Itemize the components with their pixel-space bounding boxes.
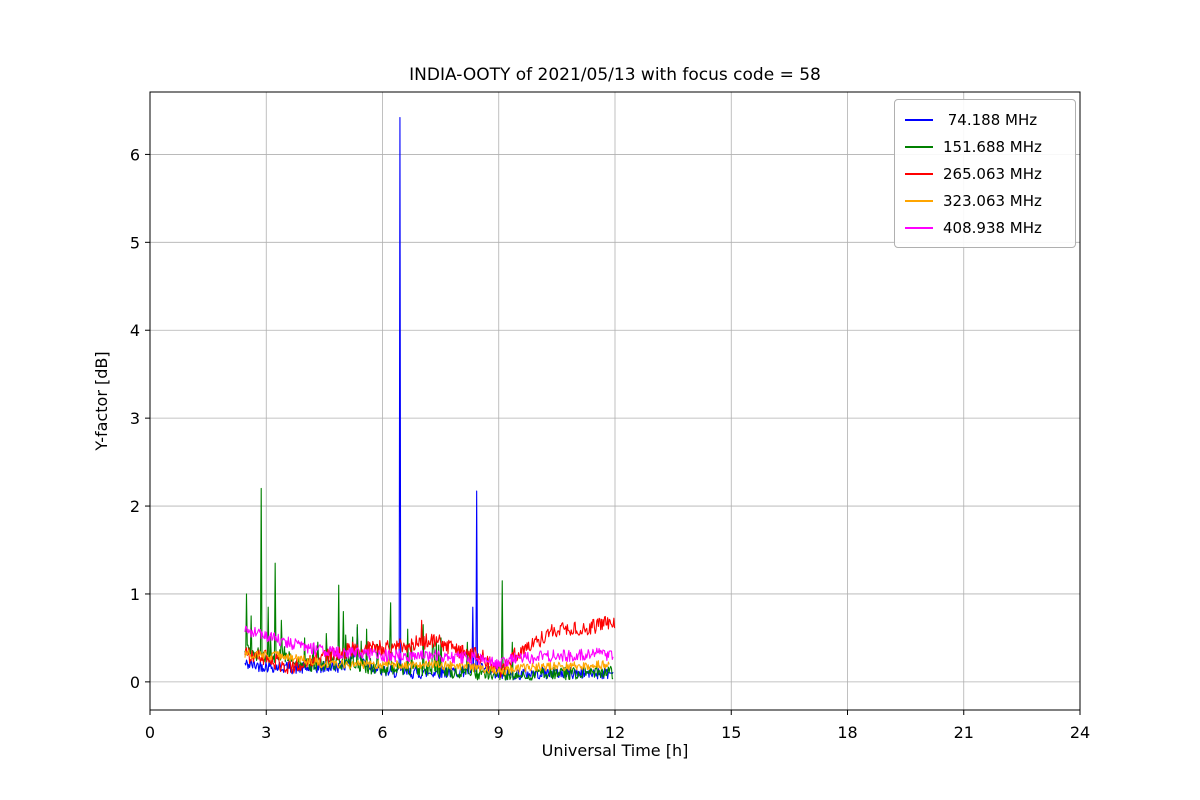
x-tick-label: 9	[494, 723, 504, 742]
legend-line-sample	[905, 199, 933, 202]
y-tick-label: 4	[130, 321, 140, 340]
x-axis-label: Universal Time [h]	[542, 741, 689, 760]
series-line-74-188-mhz	[244, 116, 614, 681]
y-tick-label: 3	[130, 409, 140, 428]
series-layer	[244, 116, 616, 681]
y-tick-label: 2	[130, 497, 140, 516]
series-line-265-063-mhz	[244, 615, 616, 678]
x-tick-label: 18	[837, 723, 857, 742]
legend: 74.188 MHz 151.688 MHz 265.063 MHz 323.063 …	[894, 99, 1076, 248]
legend-line-sample	[905, 145, 933, 148]
x-tick-label: 21	[954, 723, 974, 742]
y-tick-label: 1	[130, 585, 140, 604]
series-line-408-938-mhz	[244, 625, 614, 670]
grid-layer	[149, 92, 1081, 710]
x-tick-label: 15	[721, 723, 741, 742]
legend-line-sample	[905, 172, 933, 175]
legend-entry: 408.938 MHz	[905, 214, 1065, 241]
chart-title: INDIA-OOTY of 2021/05/13 with focus code…	[409, 65, 821, 85]
y-tick-label: 6	[130, 145, 140, 164]
legend-entry: 265.063 MHz	[905, 160, 1065, 187]
legend-label: 265.063 MHz	[943, 164, 1042, 183]
legend-entry: 323.063 MHz	[905, 187, 1065, 214]
y-tick-label: 0	[130, 673, 140, 692]
series-line-151-688-mhz	[244, 487, 614, 681]
legend-entry: 74.188 MHz	[905, 106, 1065, 133]
x-tick-label: 6	[377, 723, 387, 742]
legend-line-sample	[905, 118, 933, 121]
y-axis-label: Y-factor [dB]	[92, 351, 111, 451]
x-tick-label: 24	[1070, 723, 1090, 742]
legend-label: 74.188 MHz	[943, 110, 1038, 129]
legend-label: 151.688 MHz	[943, 137, 1042, 156]
x-tick-label: 12	[605, 723, 625, 742]
legend-label: 408.938 MHz	[943, 218, 1042, 237]
legend-entry: 151.688 MHz	[905, 133, 1065, 160]
x-tick-label: 0	[145, 723, 155, 742]
series-line-323-063-mhz	[244, 649, 610, 676]
y-tick-label: 5	[130, 233, 140, 252]
legend-line-sample	[905, 226, 933, 229]
x-tick-label: 3	[261, 723, 271, 742]
legend-label: 323.063 MHz	[943, 191, 1042, 210]
